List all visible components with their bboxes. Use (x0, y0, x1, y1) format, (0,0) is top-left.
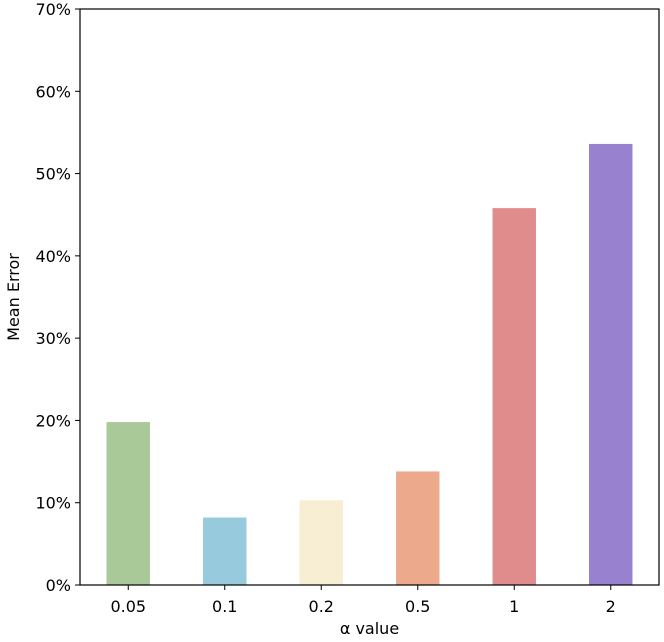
y-tick-label: 40% (35, 247, 71, 266)
y-axis: 0% 10% 20% 30% 40% 50% 60% 70% (35, 0, 80, 595)
bar-0.05 (106, 422, 150, 585)
bar-0.5 (396, 471, 440, 585)
x-tick-label: 0.2 (309, 597, 334, 616)
plot-frame (79, 8, 660, 586)
y-tick-label: 0% (46, 576, 71, 595)
x-tick-label: 1 (509, 597, 519, 616)
bar-2 (589, 143, 633, 585)
bar-1 (492, 208, 536, 586)
y-tick-label: 70% (35, 0, 71, 19)
bar-0.2 (299, 500, 343, 585)
y-tick-label: 10% (35, 494, 71, 513)
x-tick-label: 0.1 (212, 597, 237, 616)
bar-0.1 (203, 517, 247, 585)
y-tick-label: 20% (35, 411, 71, 430)
y-tick-label: 60% (35, 82, 71, 101)
bars-layer (106, 143, 633, 586)
x-tick-label: 0.05 (110, 597, 146, 616)
y-tick-label: 50% (35, 165, 71, 184)
x-axis: 0.05 0.1 0.2 0.5 1 2 (110, 585, 616, 616)
y-tick-label: 30% (35, 329, 71, 348)
y-axis-label: Mean Error (4, 253, 23, 341)
x-tick-label: 0.5 (405, 597, 430, 616)
x-tick-label: 2 (606, 597, 616, 616)
x-axis-label: α value (340, 619, 399, 638)
